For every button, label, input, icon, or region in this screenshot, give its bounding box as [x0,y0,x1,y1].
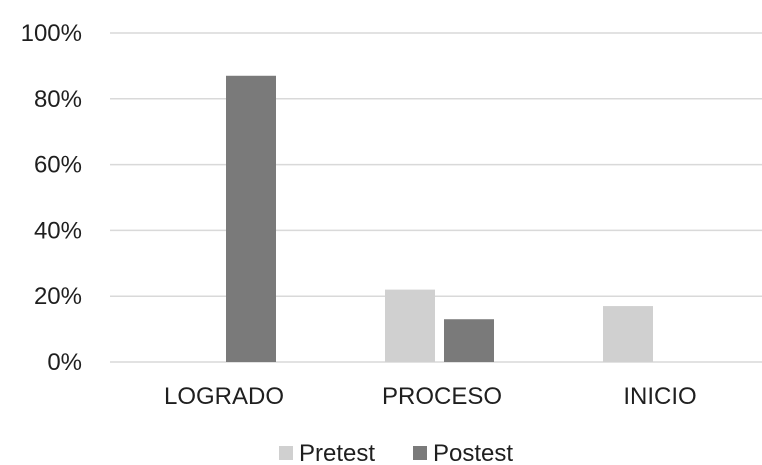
y-tick-label: 40% [34,217,82,244]
y-tick-label: 60% [34,152,82,179]
category-label-inicio: INICIO [623,383,696,410]
bar-pretest-proceso [385,289,435,362]
bar-pretest-inicio [603,306,653,362]
y-tick-label: 80% [34,86,82,113]
bar-postest-logrado [226,75,276,363]
category-labels: LOGRADO PROCESO INICIO [164,383,697,410]
y-tick-label: 0% [47,349,82,376]
legend-swatch-postest [413,446,427,460]
legend-label-pretest: Pretest [299,440,375,465]
y-tick-label: 20% [34,283,82,310]
legend-swatch-pretest [279,446,293,460]
bars [226,75,653,363]
y-tick-label: 100% [21,20,82,47]
category-label-logrado: LOGRADO [164,383,284,410]
category-label-proceso: PROCESO [382,383,502,410]
legend-label-postest: Postest [433,440,513,465]
bar-postest-proceso [444,319,494,362]
y-axis-tick-labels: 0% 20% 40% 60% 80% 100% [21,20,82,376]
legend: Pretest Postest [279,440,513,465]
gridlines [110,32,762,363]
